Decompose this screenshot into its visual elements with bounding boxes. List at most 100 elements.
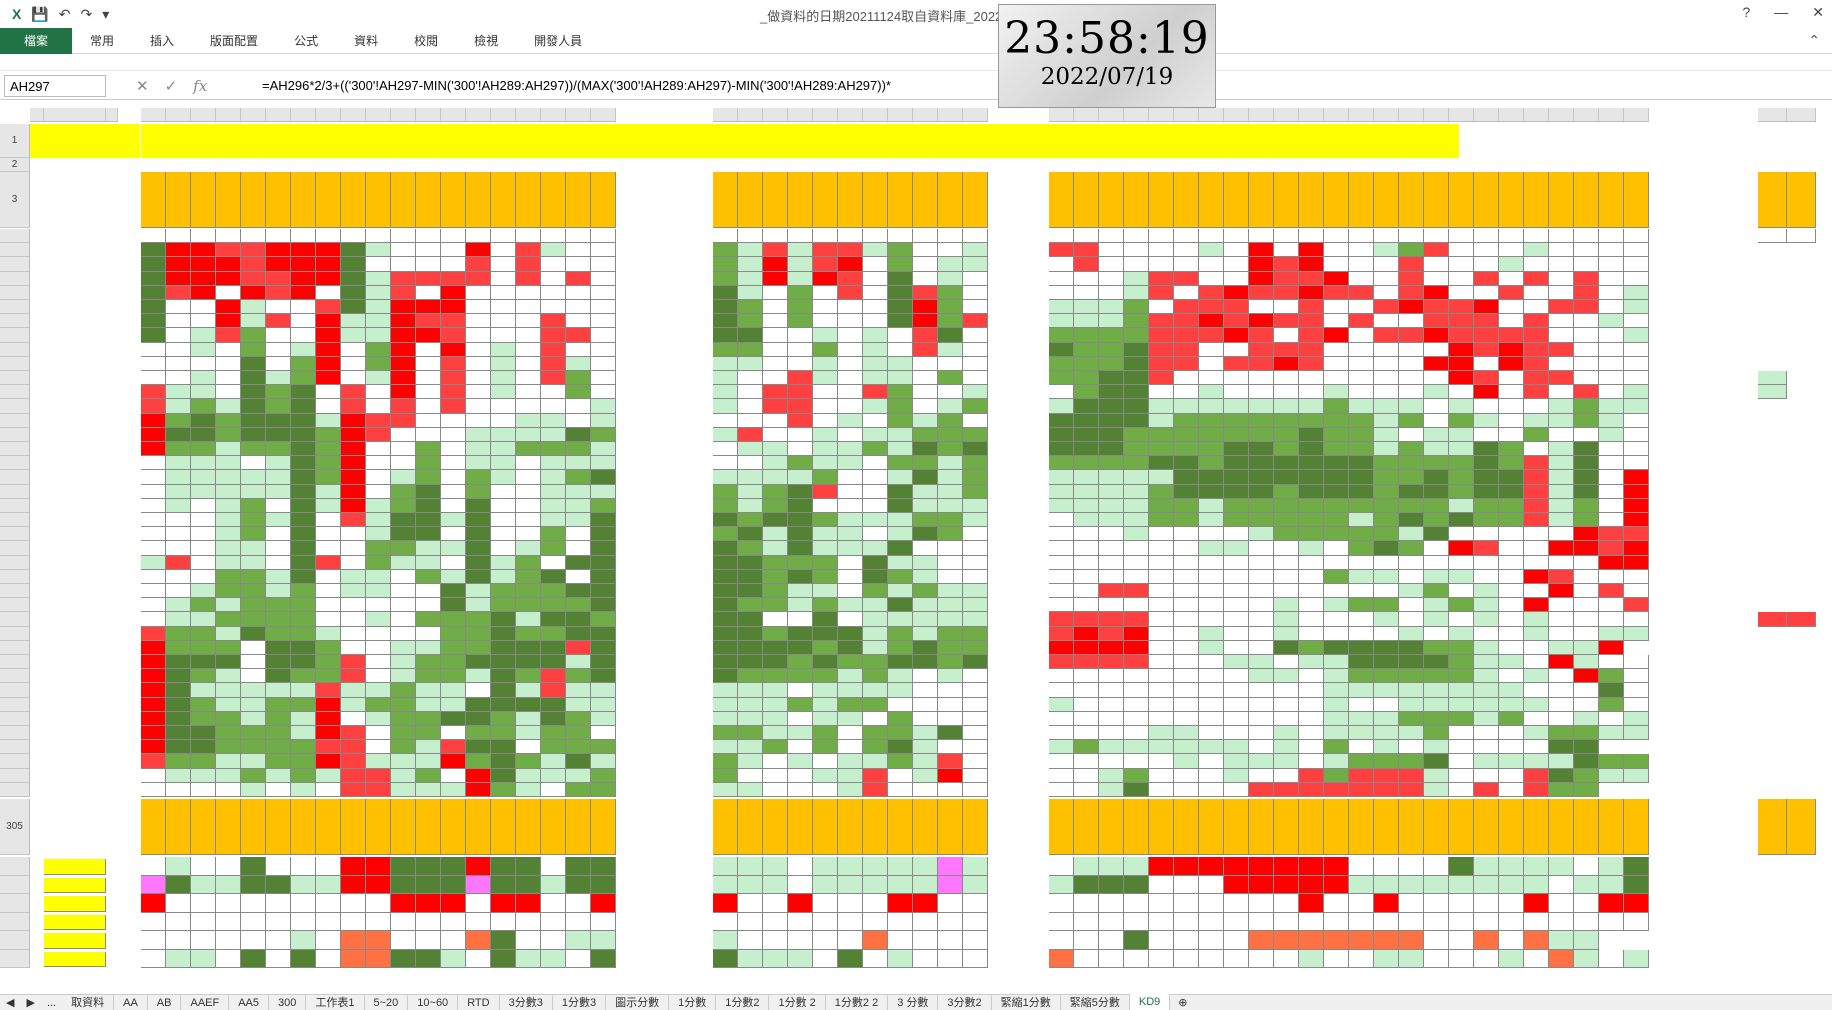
data-cell[interactable] (1249, 442, 1274, 457)
data-cell[interactable] (1249, 598, 1274, 613)
data-cell[interactable] (1224, 229, 1249, 244)
data-cell[interactable] (1474, 569, 1499, 584)
data-cell[interactable] (541, 257, 566, 272)
data-cell[interactable] (1349, 285, 1374, 300)
data-cell[interactable] (241, 413, 266, 428)
data-cell[interactable] (366, 612, 391, 627)
row-header[interactable] (0, 931, 30, 950)
data-cell[interactable] (1549, 612, 1574, 627)
sheet-tab[interactable]: 圖示分數 (606, 994, 670, 1010)
data-cell[interactable] (763, 300, 788, 315)
data-cell[interactable] (1149, 683, 1174, 698)
data-cell[interactable] (1299, 413, 1324, 428)
column-header[interactable] (763, 108, 788, 122)
data-cell[interactable] (1624, 655, 1649, 670)
data-cell[interactable] (1149, 399, 1174, 414)
tab-insert[interactable]: 插入 (150, 33, 175, 48)
data-cell[interactable] (1549, 328, 1574, 343)
data-cell[interactable] (241, 285, 266, 300)
data-cell[interactable] (1424, 782, 1449, 797)
data-cell[interactable] (241, 683, 266, 698)
row-header[interactable] (0, 711, 30, 726)
column-header[interactable] (863, 108, 888, 122)
data-cell[interactable] (291, 484, 316, 499)
data-cell[interactable] (713, 442, 738, 457)
data-cell[interactable] (1399, 229, 1424, 244)
data-cell[interactable] (591, 413, 616, 428)
data-cell[interactable] (141, 385, 166, 400)
data-cell[interactable] (963, 371, 988, 386)
data-cell[interactable] (391, 257, 416, 272)
data-cell[interactable] (738, 229, 763, 244)
data-cell[interactable] (1174, 513, 1199, 528)
data-cell[interactable] (1249, 527, 1274, 542)
data-cell[interactable] (1474, 754, 1499, 769)
data-cell[interactable] (1049, 640, 1074, 655)
data-cell[interactable] (316, 513, 341, 528)
data-cell[interactable] (591, 328, 616, 343)
summary-cell[interactable] (266, 912, 291, 931)
data-cell[interactable] (863, 271, 888, 286)
data-cell[interactable] (938, 669, 963, 684)
data-cell[interactable] (316, 768, 341, 783)
data-cell[interactable] (963, 555, 988, 570)
data-cell[interactable] (1524, 598, 1549, 613)
summary-cell[interactable] (491, 894, 516, 913)
data-cell[interactable] (1124, 399, 1149, 414)
data-cell[interactable] (316, 498, 341, 513)
data-cell[interactable] (1449, 257, 1474, 272)
row-header[interactable] (0, 740, 30, 755)
summary-cell[interactable] (1424, 857, 1449, 876)
row-header[interactable] (0, 726, 30, 741)
summary-cell[interactable] (913, 931, 938, 950)
data-cell[interactable] (963, 229, 988, 244)
data-cell[interactable] (291, 399, 316, 414)
summary-cell[interactable] (1624, 894, 1649, 913)
data-cell[interactable] (1624, 413, 1649, 428)
summary-cell[interactable] (1174, 912, 1199, 931)
data-cell[interactable] (1299, 626, 1324, 641)
data-cell[interactable] (1274, 754, 1299, 769)
data-cell[interactable] (1474, 399, 1499, 414)
data-cell[interactable] (1074, 669, 1099, 684)
data-cell[interactable] (541, 314, 566, 329)
row-header[interactable] (0, 413, 30, 428)
data-cell[interactable] (191, 328, 216, 343)
data-cell[interactable] (1549, 711, 1574, 726)
data-cell[interactable] (1099, 527, 1124, 542)
data-cell[interactable] (1399, 612, 1424, 627)
data-cell[interactable] (913, 768, 938, 783)
data-cell[interactable] (1124, 612, 1149, 627)
column-header[interactable] (216, 108, 241, 122)
data-cell[interactable] (1124, 285, 1149, 300)
data-cell[interactable] (788, 328, 813, 343)
data-cell[interactable] (913, 669, 938, 684)
data-cell[interactable] (1074, 229, 1099, 244)
data-cell[interactable] (341, 527, 366, 542)
data-cell[interactable] (963, 498, 988, 513)
data-cell[interactable] (1449, 470, 1474, 485)
summary-cell[interactable] (341, 894, 366, 913)
data-cell[interactable] (416, 740, 441, 755)
row-header[interactable] (0, 342, 30, 357)
data-cell[interactable] (391, 385, 416, 400)
data-cell[interactable] (1174, 754, 1199, 769)
data-cell[interactable] (1349, 711, 1374, 726)
data-cell[interactable] (291, 229, 316, 244)
data-cell[interactable] (191, 243, 216, 258)
data-cell[interactable] (416, 569, 441, 584)
column-header[interactable] (1324, 108, 1349, 122)
data-cell[interactable] (1224, 527, 1249, 542)
data-cell[interactable] (416, 640, 441, 655)
fx-icon[interactable]: fx (193, 77, 208, 95)
data-cell[interactable] (441, 498, 466, 513)
data-cell[interactable] (1199, 300, 1224, 315)
data-cell[interactable] (1099, 683, 1124, 698)
data-cell[interactable] (1499, 271, 1524, 286)
data-cell[interactable] (491, 385, 516, 400)
data-cell[interactable] (141, 456, 166, 471)
data-cell[interactable] (366, 640, 391, 655)
data-cell[interactable] (1049, 427, 1074, 442)
data-cell[interactable] (466, 612, 491, 627)
summary-cell[interactable] (1399, 894, 1424, 913)
